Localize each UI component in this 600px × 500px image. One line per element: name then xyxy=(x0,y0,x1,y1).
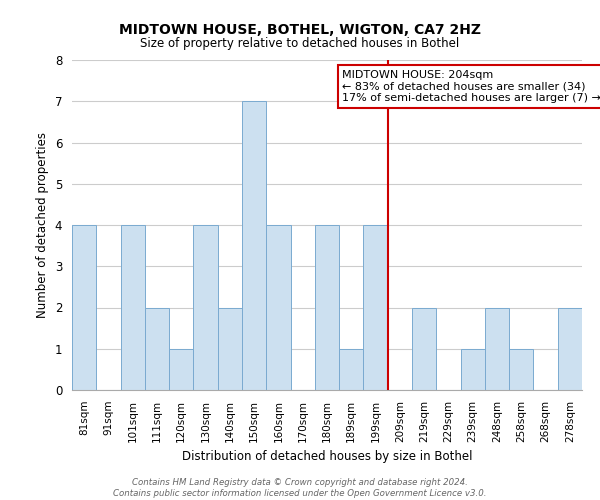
Bar xyxy=(364,225,388,390)
Bar xyxy=(193,225,218,390)
Bar xyxy=(266,225,290,390)
Bar xyxy=(169,349,193,390)
Bar xyxy=(315,225,339,390)
X-axis label: Distribution of detached houses by size in Bothel: Distribution of detached houses by size … xyxy=(182,450,472,463)
Text: Contains HM Land Registry data © Crown copyright and database right 2024.
Contai: Contains HM Land Registry data © Crown c… xyxy=(113,478,487,498)
Bar xyxy=(485,308,509,390)
Bar xyxy=(412,308,436,390)
Bar xyxy=(509,349,533,390)
Bar xyxy=(72,225,96,390)
Bar xyxy=(242,101,266,390)
Bar xyxy=(218,308,242,390)
Text: MIDTOWN HOUSE: 204sqm
← 83% of detached houses are smaller (34)
17% of semi-deta: MIDTOWN HOUSE: 204sqm ← 83% of detached … xyxy=(342,70,600,103)
Text: MIDTOWN HOUSE, BOTHEL, WIGTON, CA7 2HZ: MIDTOWN HOUSE, BOTHEL, WIGTON, CA7 2HZ xyxy=(119,22,481,36)
Text: Size of property relative to detached houses in Bothel: Size of property relative to detached ho… xyxy=(140,38,460,51)
Bar xyxy=(339,349,364,390)
Bar xyxy=(558,308,582,390)
Bar xyxy=(461,349,485,390)
Y-axis label: Number of detached properties: Number of detached properties xyxy=(36,132,49,318)
Bar xyxy=(121,225,145,390)
Bar xyxy=(145,308,169,390)
